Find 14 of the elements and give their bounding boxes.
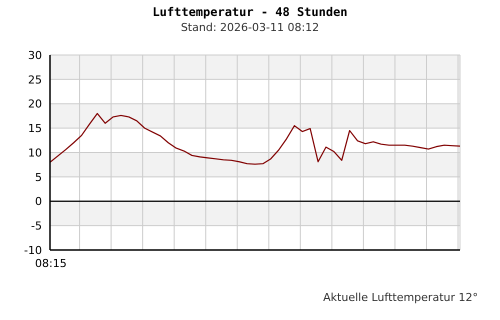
y-tick-label: 10: [28, 146, 42, 160]
text: 08:15: [35, 257, 67, 270]
y-tick-label: 0: [35, 195, 42, 208]
chart-title: Lufttemperatur - 48 Stunden: [151, 5, 349, 19]
text: Aktuelle Lufttemperatur 12°: [323, 291, 478, 304]
chart-subtitle: Stand: 2026-03-11 08:12: [180, 21, 320, 34]
line-series: [50, 112, 460, 165]
y-tick-label: 30: [28, 48, 42, 62]
y-tick-label: 25: [28, 73, 42, 86]
y-tick-label: 20: [28, 98, 42, 111]
y-tick-label: -5: [31, 220, 42, 233]
y-tick-label: 5: [35, 170, 42, 184]
y-tick-label: -10: [24, 244, 42, 257]
y-tick-label: 15: [28, 122, 42, 136]
